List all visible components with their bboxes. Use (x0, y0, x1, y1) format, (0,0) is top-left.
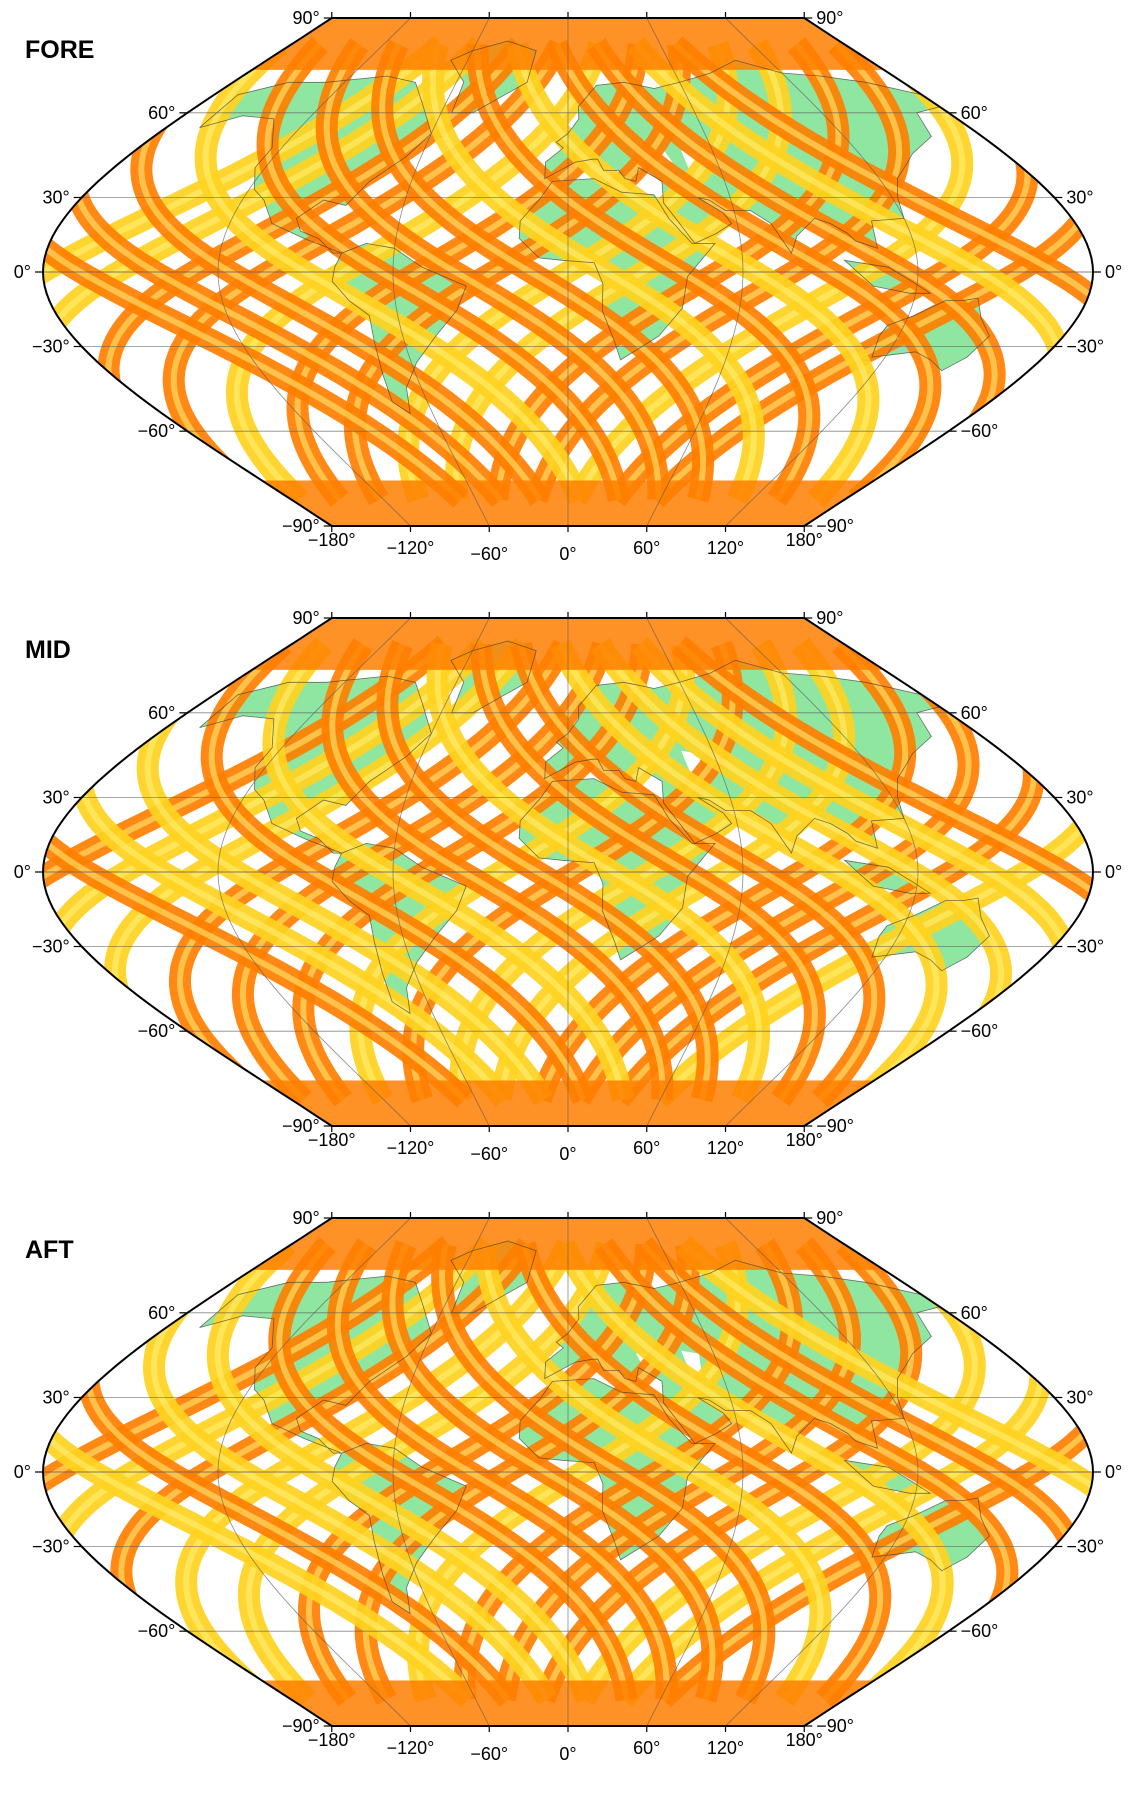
lon-label: 180° (786, 530, 823, 550)
map-panel-fore: 90° 90° 60° 60° 30° 30° 0° 0° −30° −30° −60° −60° −9… (0, 0, 1141, 600)
lon-label: 120° (707, 1138, 744, 1158)
lat-label-left: −60° (138, 1021, 176, 1041)
panel-title: MID (25, 636, 71, 664)
map-svg: 90° 90° 60° 60° 30° 30° 0° 0° −30° −30° −60° −60° −9… (14, 1208, 1122, 1764)
lat-label-left: 60° (148, 1303, 175, 1323)
lat-label-right: 90° (816, 8, 843, 28)
coastline-africa (518, 178, 716, 361)
lon-label: 120° (707, 538, 744, 558)
lat-label-left: 0° (14, 862, 31, 882)
coastline-north-america (199, 675, 432, 854)
lon-label: 0° (559, 1744, 576, 1764)
coastline-india-sea-islands (843, 859, 932, 894)
coastline-europe-asia (544, 59, 941, 254)
map-layers (43, 18, 1093, 526)
map-svg: 90° 90° 60° 60° 30° 30° 0° 0° −30° −30° −60° −60° −9… (14, 608, 1122, 1164)
lat-label-right: −30° (1066, 337, 1104, 357)
lon-label: 0° (559, 544, 576, 564)
panel-title: AFT (25, 1236, 74, 1264)
lon-label: −120° (387, 1138, 435, 1158)
panel-title: FORE (25, 36, 95, 64)
coastline-south-america (331, 1442, 467, 1615)
lat-label-left: −30° (32, 937, 70, 957)
map-panel-mid: 90° 90° 60° 60° 30° 30° 0° 0° −30° −30° −60° −60° −9… (0, 600, 1141, 1200)
water-body (681, 1350, 702, 1376)
lon-label: 0° (559, 1144, 576, 1164)
lat-label-right: −60° (961, 1621, 999, 1641)
lat-label-right: 0° (1105, 862, 1122, 882)
lat-label-left: 30° (42, 787, 69, 807)
lat-label-left: 60° (148, 103, 175, 123)
map-panel-aft: 90° 90° 60° 60° 30° 30° 0° 0° −30° −30° −60° −60° −9… (0, 1200, 1141, 1800)
coastline-greenland (450, 640, 537, 714)
lon-label: 180° (786, 1730, 823, 1750)
lat-label-left: 0° (14, 1462, 31, 1482)
lat-label-right: 30° (1066, 1387, 1093, 1407)
coastline-north-america (199, 1275, 432, 1454)
lon-label: 120° (707, 1738, 744, 1758)
coastline-south-america (331, 842, 467, 1015)
lon-label: −120° (387, 538, 435, 558)
lat-label-right: −60° (961, 1021, 999, 1041)
lon-label: −180° (308, 1730, 356, 1750)
lat-label-left: −60° (138, 1621, 176, 1641)
coastline-north-america (199, 75, 432, 254)
lat-label-right: 0° (1105, 262, 1122, 282)
lat-label-right: 60° (961, 1303, 988, 1323)
lat-label-left: 30° (42, 1387, 69, 1407)
lon-label: 60° (633, 538, 660, 558)
coastline-india-sea-islands (843, 259, 932, 294)
map-layers (43, 618, 1093, 1126)
lat-label-left: 90° (293, 1208, 320, 1228)
lat-label-right: 30° (1066, 187, 1093, 207)
lat-label-left: 90° (293, 8, 320, 28)
lat-label-right: −90° (816, 1116, 854, 1136)
lat-label-right: −90° (816, 516, 854, 536)
lat-label-left: −90° (282, 1716, 320, 1736)
lon-label: 60° (633, 1738, 660, 1758)
lat-label-left: 30° (42, 187, 69, 207)
coastline-africa (518, 778, 716, 961)
lat-label-left: 0° (14, 262, 31, 282)
coastline-south-america (331, 242, 467, 415)
lat-label-right: 0° (1105, 1462, 1122, 1482)
coastline-europe-asia (544, 659, 941, 854)
lat-label-left: −30° (32, 337, 70, 357)
lon-label: −180° (308, 1130, 356, 1150)
coastline-africa (518, 1378, 716, 1561)
lat-label-right: −60° (961, 421, 999, 441)
lat-label-left: 60° (148, 703, 175, 723)
coastline-greenland (450, 1240, 537, 1314)
lat-label-right: −30° (1066, 937, 1104, 957)
lon-label: −60° (470, 544, 508, 564)
lon-label: 180° (786, 1130, 823, 1150)
map-svg: 90° 90° 60° 60° 30° 30° 0° 0° −30° −30° −60° −60° −9… (14, 8, 1122, 564)
lat-label-left: −60° (138, 421, 176, 441)
lat-label-right: 30° (1066, 787, 1093, 807)
lon-label: −180° (308, 530, 356, 550)
lat-label-right: −90° (816, 1716, 854, 1736)
lon-label: −120° (387, 1738, 435, 1758)
lon-label: −60° (470, 1744, 508, 1764)
lon-label: 60° (633, 1138, 660, 1158)
lat-label-right: 90° (816, 1208, 843, 1228)
lat-label-left: −90° (282, 1116, 320, 1136)
coastline-greenland (450, 40, 537, 114)
lat-label-left: −90° (282, 516, 320, 536)
lat-label-left: 90° (293, 608, 320, 628)
coastline-europe-asia (544, 1259, 941, 1454)
lat-label-right: 60° (961, 703, 988, 723)
coastline-india-sea-islands (843, 1459, 932, 1494)
lon-label: −60° (470, 1144, 508, 1164)
lat-label-right: −30° (1066, 1537, 1104, 1557)
lat-label-right: 90° (816, 608, 843, 628)
lat-label-right: 60° (961, 103, 988, 123)
lat-label-left: −30° (32, 1537, 70, 1557)
